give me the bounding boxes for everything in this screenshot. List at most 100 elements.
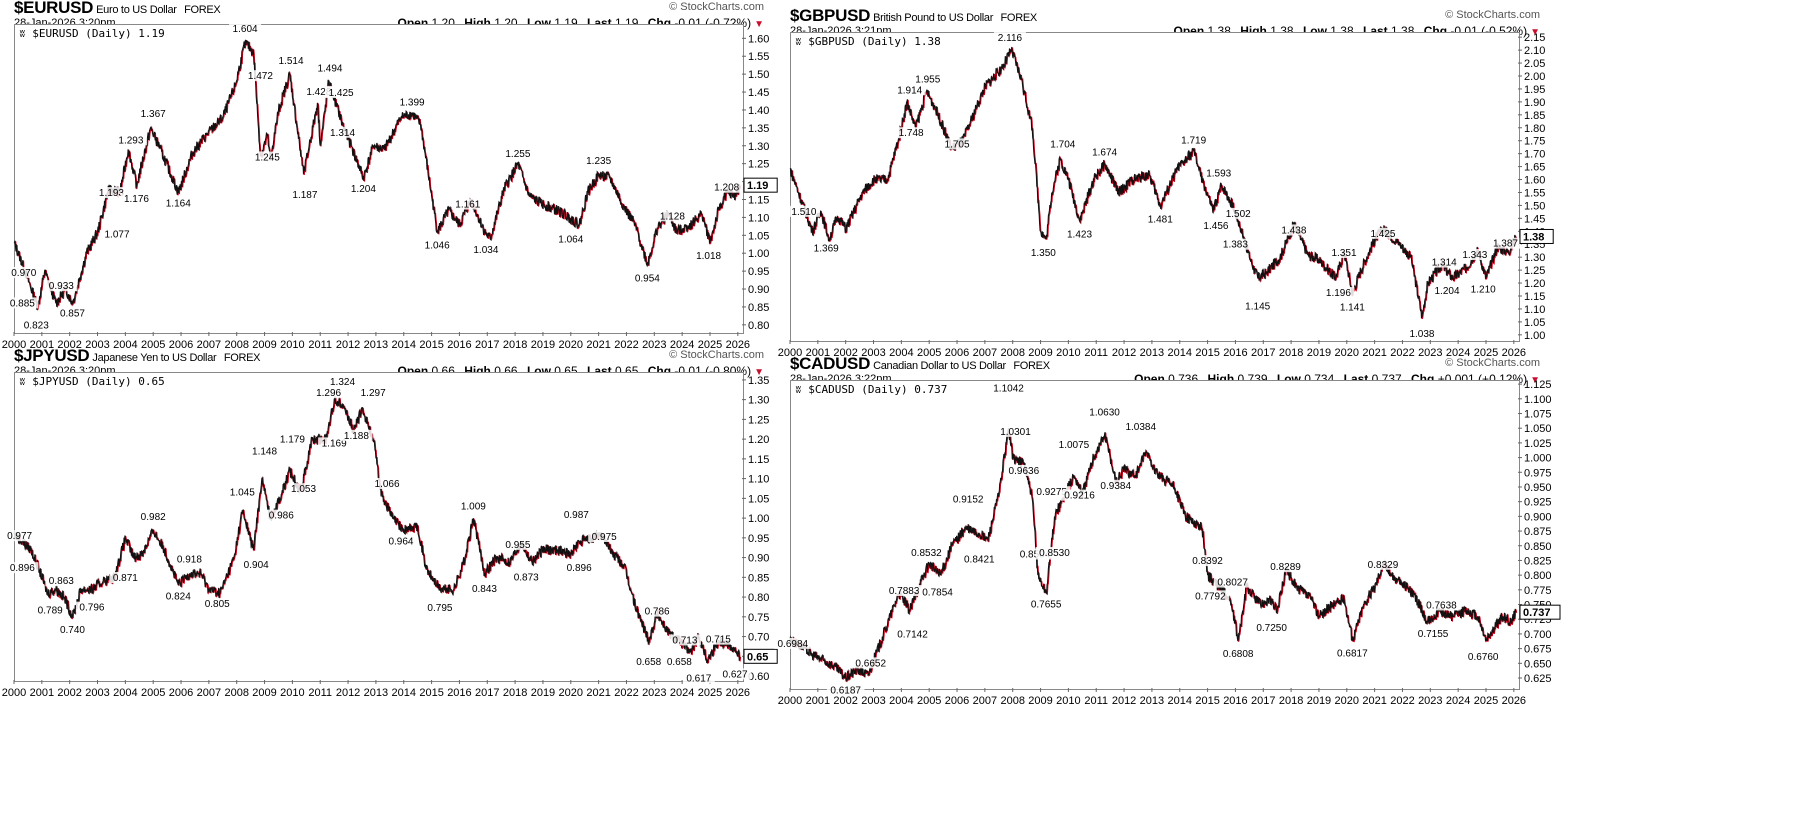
- annotation-bg: [248, 445, 281, 457]
- annotation-bg: [1464, 651, 1503, 663]
- x-tick-label: 2020: [559, 687, 583, 699]
- price-annotation: 0.824: [166, 592, 191, 603]
- price-annotation: 0.627: [723, 669, 748, 680]
- x-tick-label: 2016: [1223, 695, 1247, 707]
- y-tick-label: 0.775: [1524, 585, 1552, 597]
- annotation-bg: [251, 151, 284, 163]
- chart-panel-gbpusd: $GBPUSD British Pound to US Dollar FOREX …: [778, 6, 1554, 359]
- annotation-bg: [114, 134, 147, 146]
- price-annotation: 1.514: [278, 56, 303, 67]
- last-price-label: 0.65: [747, 651, 768, 663]
- y-tick-label: 0.90: [748, 553, 769, 565]
- price-annotation: 0.8532: [911, 548, 942, 559]
- price-annotation: 1.169: [322, 438, 347, 449]
- price-annotation: 1.045: [230, 487, 255, 498]
- x-tick-label: 2024: [1446, 695, 1470, 707]
- annotation-bg: [1213, 576, 1252, 588]
- annotation-bg: [702, 633, 735, 645]
- annotation-bg: [276, 433, 309, 445]
- y-tick-label: 0.875: [1524, 526, 1552, 538]
- price-annotation: 1.748: [899, 128, 924, 139]
- y-tick-label: 1.25: [748, 159, 769, 171]
- y-tick-label: 1.45: [1524, 213, 1545, 225]
- x-tick-label: 2014: [1168, 347, 1192, 359]
- price-annotation: 1.235: [586, 156, 611, 167]
- x-tick-label: 2013: [364, 687, 388, 699]
- price-annotation: 1.0630: [1089, 408, 1120, 419]
- x-tick-label: 2018: [503, 687, 527, 699]
- x-tick-label: 2020: [1335, 347, 1359, 359]
- x-tick-label: 2023: [642, 687, 666, 699]
- price-annotation: 0.9152: [953, 494, 984, 505]
- annotation-bg: [960, 553, 999, 565]
- y-tick-label: 0.925: [1524, 497, 1552, 509]
- price-chart-svg: 1.001.051.101.151.201.251.301.351.401.45…: [778, 31, 1554, 359]
- x-tick-label: 2011: [1084, 347, 1108, 359]
- annotation-bg: [6, 297, 39, 309]
- chart-symbol[interactable]: $EURUSD Euro to US Dollar FOREX: [14, 0, 221, 17]
- price-annotation: 1.034: [473, 245, 498, 256]
- x-tick-label: 2023: [1418, 347, 1442, 359]
- y-tick-label: 1.35: [748, 123, 769, 135]
- price-annotation: 0.863: [49, 576, 74, 587]
- price-annotation: 0.658: [667, 657, 692, 668]
- chart-symbol[interactable]: $CADUSD Canadian Dollar to US Dollar FORE…: [790, 354, 1050, 373]
- x-tick-label: 2000: [778, 695, 802, 707]
- price-annotation: 1.502: [1226, 209, 1251, 220]
- last-price-label: 1.38: [1523, 231, 1544, 243]
- stockcharts-brand[interactable]: © StockCharts.com: [1445, 357, 1540, 369]
- price-annotation: 0.6984: [777, 639, 808, 650]
- annotation-bg: [1055, 439, 1093, 451]
- chart-symbol[interactable]: $JPYUSD Japanese Yen to US Dollar FOREX: [14, 346, 261, 365]
- stockcharts-brand[interactable]: © StockCharts.com: [1445, 9, 1540, 21]
- annotation-bg: [244, 70, 277, 82]
- y-tick-label: 1.00: [1524, 330, 1545, 342]
- price-annotation: 0.6808: [1223, 649, 1254, 660]
- y-tick-label: 2.00: [1524, 71, 1545, 83]
- annotation-bg: [895, 127, 928, 139]
- price-annotation: 1.293: [118, 135, 143, 146]
- price-annotation: 1.314: [330, 128, 355, 139]
- price-annotation: 0.786: [645, 607, 670, 618]
- x-tick-label: 2005: [141, 687, 165, 699]
- y-tick-label: 1.25: [1524, 265, 1545, 277]
- annotation-bg: [288, 189, 321, 201]
- price-annotation: 0.658: [636, 657, 661, 668]
- x-tick-label: 2019: [1307, 347, 1331, 359]
- x-tick-label: 2012: [336, 687, 360, 699]
- price-annotation: 1.604: [233, 24, 258, 35]
- annotation-bg: [3, 530, 36, 542]
- price-annotation: 0.8421: [964, 554, 995, 565]
- stockcharts-brand[interactable]: © StockCharts.com: [669, 349, 764, 361]
- x-tick-label: 2009: [252, 687, 276, 699]
- x-tick-label: 2024: [1446, 347, 1470, 359]
- chart-exchange: FOREX: [184, 4, 221, 16]
- x-tick-label: 2026: [726, 339, 750, 351]
- stockcharts-brand[interactable]: © StockCharts.com: [669, 1, 764, 13]
- price-annotation: 1.719: [1181, 136, 1206, 147]
- y-tick-label: 0.950: [1524, 482, 1552, 494]
- price-annotation: 0.7883: [889, 586, 920, 597]
- x-tick-label: 2000: [2, 687, 26, 699]
- chart-panel-eurusd: $EURUSD Euro to US Dollar FOREX 28-Jan-20…: [2, 0, 778, 351]
- x-tick-label: 2024: [670, 687, 694, 699]
- price-series-line: [13, 396, 741, 664]
- price-annotation: 1.145: [1245, 301, 1270, 312]
- chart-symbol[interactable]: $GBPUSD British Pound to US Dollar FOREX: [790, 6, 1037, 25]
- price-annotation: 0.871: [113, 573, 138, 584]
- x-tick-label: 2006: [945, 695, 969, 707]
- annotation-bg: [1328, 246, 1361, 258]
- annotation-bg: [109, 572, 142, 584]
- annotation-bg: [1277, 224, 1310, 236]
- annotation-bg: [656, 210, 689, 222]
- price-annotation: 1.128: [660, 211, 685, 222]
- price-series-line: [789, 428, 1517, 682]
- price-series-line: [789, 46, 1517, 319]
- y-tick-label: 0.80: [748, 592, 769, 604]
- annotation-bg: [7, 266, 40, 278]
- price-annotation: 1.425: [329, 88, 354, 99]
- price-plot-area[interactable]: ʬ $JPYUSD (Daily) 0.65: [14, 372, 744, 682]
- y-tick-label: 0.850: [1524, 541, 1552, 553]
- annotation-bg: [101, 228, 134, 240]
- price-annotation: 1.705: [945, 139, 970, 150]
